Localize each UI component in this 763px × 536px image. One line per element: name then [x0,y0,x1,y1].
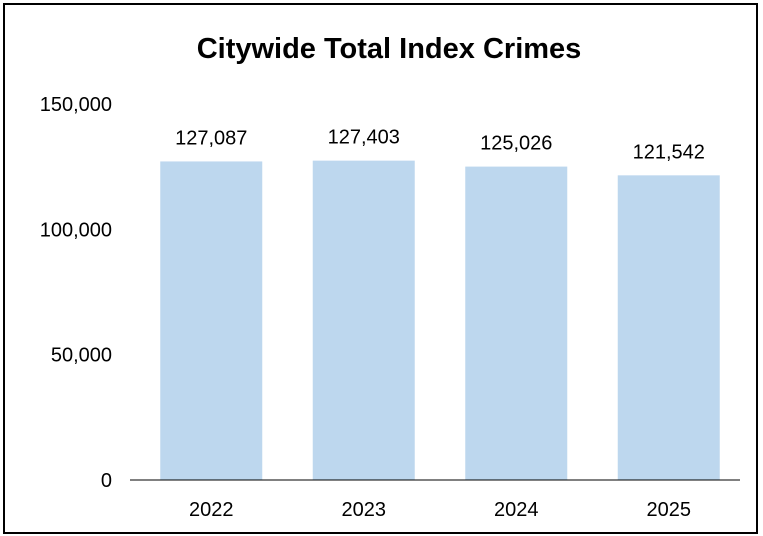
category-label-2022: 2022 [189,499,234,521]
y-tick-label: 50,000 [51,345,112,367]
bar-2022 [160,161,263,481]
category-label-2023: 2023 [342,499,387,521]
data-label-2025: 121,542 [633,141,705,163]
y-tick-label: 100,000 [40,219,112,241]
y-tick-label: 0 [101,470,112,492]
category-labels-group: 2022 2023 2024 2025 [189,499,691,521]
bar-2025 [617,175,720,480]
category-label-2025: 2025 [647,499,692,521]
chart-title: Citywide Total Index Crimes [197,33,582,65]
data-label-2023: 127,403 [328,127,400,149]
data-labels-group: 127,087 127,403 125,026 121,542 [175,127,705,164]
y-tick-label: 150,000 [40,94,112,116]
y-axis-ticks: 0 50,000 100,000 150,000 [40,94,112,492]
data-label-2024: 125,026 [480,133,552,155]
bar-2024 [465,166,568,480]
data-label-2022: 127,087 [175,127,247,149]
bar-2023 [312,160,415,481]
bars-group [160,160,720,481]
category-label-2024: 2024 [494,499,539,521]
